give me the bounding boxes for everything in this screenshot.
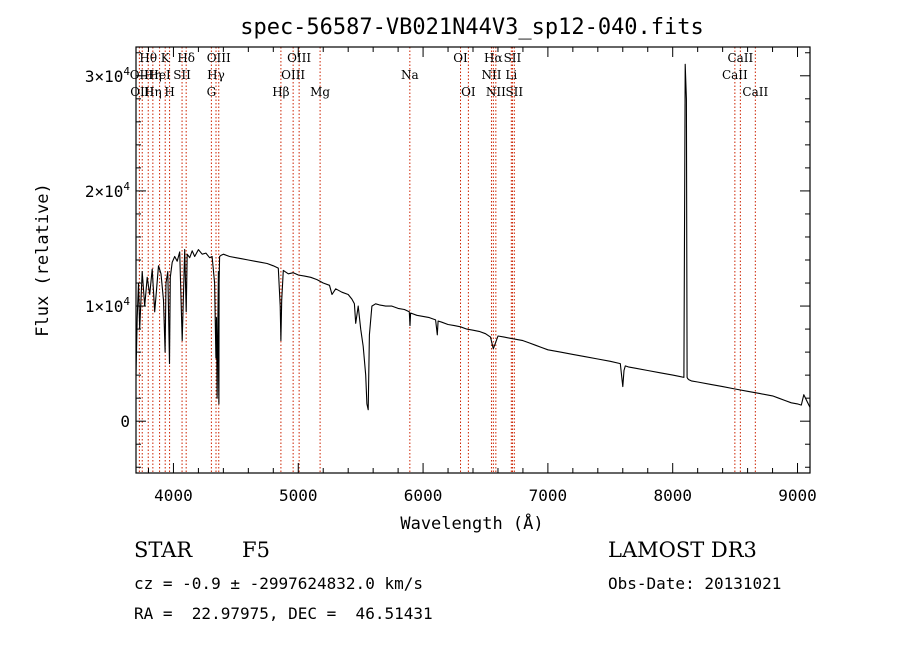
x-tick-label: 5000 (279, 486, 318, 505)
line-label: Hθ (139, 51, 157, 65)
line-label: NII (486, 85, 506, 99)
axis-ticks: 4000 5000 6000 7000 8000 9000 0 1×104 2×104 3×104 (85, 47, 817, 505)
line-label: OIII (207, 51, 231, 65)
coordinates: RA = 22.97975, DEC = 46.51431 (134, 604, 433, 623)
y-tick-label: 0 (120, 412, 130, 431)
y-tick-label: 1×104 (85, 295, 131, 316)
spectral-line-markers (138, 47, 756, 473)
line-label: H (164, 85, 174, 99)
line-label: OIII (281, 68, 305, 82)
line-label: OII (130, 68, 150, 82)
spectrum-line (135, 63, 811, 411)
plot-frame (135, 46, 811, 474)
line-label: Hγ (207, 68, 225, 82)
redshift-readout: cz = -0.9 ± -2997624832.0 km/s (134, 574, 423, 593)
line-label: SII (505, 85, 523, 99)
survey-name: LAMOST DR3 (608, 538, 757, 562)
line-label: SII (504, 51, 522, 65)
x-tick-label: 6000 (404, 486, 443, 505)
line-label: OIII (287, 51, 311, 65)
y-tick-label: 2×104 (85, 180, 131, 201)
line-label: Hβ (272, 85, 289, 99)
object-type: STAR (134, 538, 193, 562)
line-label: OI (453, 51, 468, 65)
obs-date: Obs-Date: 20131021 (608, 574, 782, 593)
chart-title: spec-56587-VB021N44V3_sp12-040.fits (240, 15, 704, 40)
line-label: CaII (727, 51, 753, 65)
x-axis-label: Wavelength (Å) (400, 512, 543, 534)
y-tick-label: 3×104 (85, 65, 131, 86)
x-tick-label: 7000 (529, 486, 568, 505)
line-label: HeI (148, 68, 171, 82)
x-tick-label: 8000 (653, 486, 692, 505)
line-label: SII (173, 68, 191, 82)
line-label: K (161, 51, 171, 65)
x-tick-label: 4000 (154, 486, 193, 505)
subclass: F5 (242, 538, 270, 562)
line-label: G (207, 85, 217, 99)
line-label: OI (461, 85, 476, 99)
line-label: Na (401, 68, 419, 82)
y-axis-label: Flux (relative) (33, 183, 53, 337)
line-label: CaII (722, 68, 748, 82)
line-label: Mg (310, 85, 330, 99)
line-label: Hη (144, 85, 162, 99)
line-label: OIII (130, 85, 154, 99)
line-label: Hη (144, 68, 162, 82)
line-label: NII (481, 68, 501, 82)
x-tick-label: 9000 (778, 486, 817, 505)
line-label: Li (505, 68, 517, 82)
line-label: CaII (742, 85, 768, 99)
line-label: Hα (484, 51, 503, 65)
series-layer (135, 63, 811, 411)
line-label: Hδ (177, 51, 195, 65)
